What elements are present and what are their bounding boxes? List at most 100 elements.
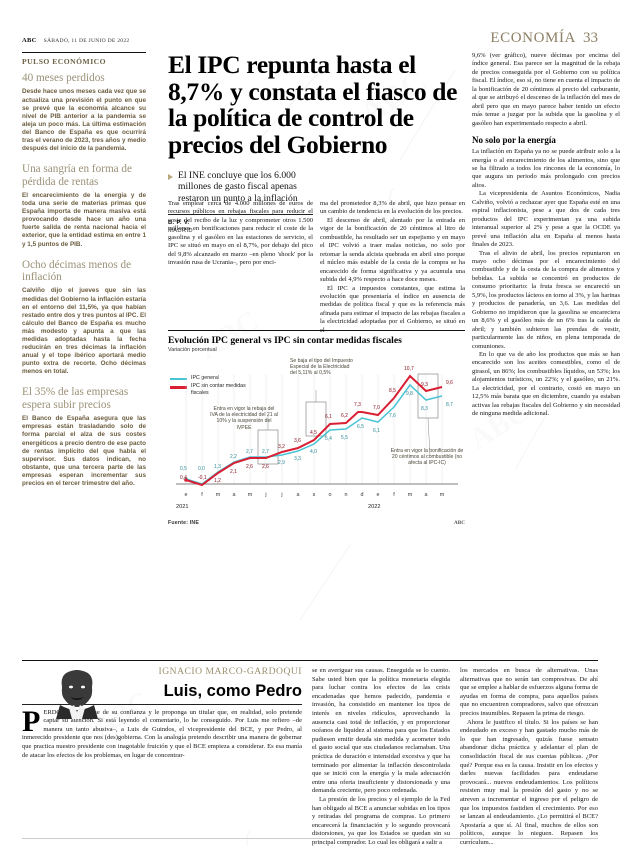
- svg-text:0,5: 0,5: [180, 466, 187, 472]
- chart-annotation-2: Entra en vigor la bonificación de 20 cén…: [390, 448, 464, 467]
- sidebar-pulso-economico: PULSO ECONÓMICO 40 meses perdidos Desde …: [22, 52, 146, 498]
- svg-text:2,2: 2,2: [230, 454, 237, 460]
- svg-text:6,1: 6,1: [325, 414, 332, 420]
- legend-label: IPC sin contar medidas fiscales: [191, 383, 246, 396]
- article-column-a: Tras emplear cerca de 4.000 millones de …: [168, 200, 313, 268]
- svg-text:2,9: 2,9: [278, 460, 285, 466]
- rail-item-text-3: El Banco de España asegura que las empre…: [22, 415, 146, 488]
- svg-text:3,6: 3,6: [294, 438, 301, 444]
- page-number: 33: [583, 30, 598, 46]
- chart-plot: e f m a m j j a s o n d e f m a m: [176, 366, 458, 510]
- opinion-divider: [22, 660, 598, 661]
- svg-text:n: n: [345, 492, 348, 498]
- opinion-columns: IGNACIO MARCO-GARDOQUI Luis, como Pedro …: [22, 661, 598, 847]
- svg-text:8,3: 8,3: [421, 406, 428, 412]
- paragraph: 9,6% (ver gráfico), nueve décimas por en…: [472, 52, 620, 127]
- bullet-triangle-icon: [168, 174, 173, 180]
- legend-item-1: IPC sin contar medidas fiscales: [170, 383, 249, 396]
- rail-item-heading-0: 40 meses perdidos: [22, 72, 105, 84]
- svg-text:6,5: 6,5: [357, 424, 364, 430]
- legend-label: IPC general: [191, 375, 219, 381]
- svg-text:s: s: [313, 492, 316, 498]
- svg-text:f: f: [201, 492, 203, 498]
- brand-logo: ABC: [22, 37, 37, 44]
- subhead-text: El INE concluye que los 6.000 millones d…: [178, 170, 298, 204]
- svg-text:2021: 2021: [176, 504, 188, 510]
- paragraph: La presión de los precios y el ejemplo d…: [312, 795, 450, 846]
- opinion-column-2: se en averiguar sus causas. Enseguida se…: [312, 667, 450, 847]
- chart-title: Evolución IPC general vs IPC sin contar …: [168, 335, 402, 346]
- opinion-columns-right: se en averiguar sus causas. Enseguida se…: [312, 667, 598, 847]
- svg-text:3,3: 3,3: [294, 456, 301, 462]
- article-header: El IPC repunta hasta el 8,7% y constata …: [168, 50, 458, 235]
- byline-author: B. P. V.: [168, 220, 190, 227]
- author-portrait: [56, 670, 98, 719]
- svg-text:1,3: 1,3: [214, 464, 221, 470]
- svg-text:5,4: 5,4: [325, 436, 332, 442]
- article-column-c: 9,6% (ver gráfico), nueve décimas por en…: [472, 52, 620, 419]
- dropcap: P: [22, 704, 41, 738]
- paragraph: La inflación en España ya no se puede at…: [472, 148, 620, 189]
- legend-swatch-line-icon: [170, 386, 187, 389]
- svg-text:7,3: 7,3: [354, 402, 361, 408]
- svg-text:2,1: 2,1: [230, 469, 237, 475]
- svg-text:a: a: [233, 492, 236, 498]
- chart-ipc: Evolución IPC general vs IPC sin contar …: [168, 330, 465, 530]
- svg-text:7,6: 7,6: [389, 413, 396, 419]
- svg-text:m: m: [408, 492, 413, 498]
- masthead-left: ABC SÁBADO, 11 DE JUNIO DE 2022: [22, 37, 129, 44]
- legend-item-0: IPC general: [170, 375, 249, 381]
- svg-text:8,5: 8,5: [389, 388, 396, 394]
- svg-text:0,4: 0,4: [180, 475, 187, 481]
- subsection-heading: No solo por la energía: [472, 135, 556, 146]
- svg-text:0,0: 0,0: [198, 466, 205, 472]
- rail-divider: [22, 52, 146, 53]
- paragraph: los mercados en busca de alternativas. U…: [460, 667, 598, 717]
- svg-text:9,8: 9,8: [406, 391, 413, 397]
- svg-text:9,6: 9,6: [446, 380, 453, 386]
- svg-text:5,5: 5,5: [341, 435, 348, 441]
- svg-text:f: f: [393, 492, 395, 498]
- svg-text:6,1: 6,1: [373, 428, 380, 434]
- rail-kicker: PULSO ECONÓMICO: [22, 57, 107, 66]
- paragraph: El IPC a impuestos constantes, que estim…: [320, 284, 465, 334]
- svg-text:m: m: [248, 492, 253, 498]
- byline-city: MADRID: [168, 228, 193, 235]
- opinion-column-3: los mercados en busca de alternativas. U…: [460, 667, 598, 847]
- paragraph: Tras el alivio de abril, los precios rep…: [472, 249, 620, 350]
- svg-text:4,5: 4,5: [310, 430, 317, 436]
- rail-item-text-2: Calviño dijo el jueves que sin las medid…: [22, 287, 146, 376]
- svg-text:o: o: [329, 492, 332, 498]
- chart-source: Fuente: INE: [168, 520, 200, 526]
- paragraph: ma del prometedor 8,3% de abril, que hiz…: [320, 200, 465, 216]
- page-title: El IPC repunta hasta el 8,7% y constata …: [168, 50, 458, 159]
- svg-text:6,2: 6,2: [341, 413, 348, 419]
- rail-item-text-1: El encarecimiento de la energía y de tod…: [22, 191, 146, 248]
- paragraph: En lo que va de año los productos que má…: [472, 350, 620, 418]
- svg-text:a: a: [425, 492, 428, 498]
- svg-text:2,7: 2,7: [246, 449, 253, 455]
- paragraph: Tras emplear cerca de 4.000 millones de …: [168, 200, 313, 267]
- opinion-author: IGNACIO MARCO-GARDOQUI: [158, 666, 302, 677]
- opinion-body-1: P ERDONE que abuse de su confianza y le …: [22, 704, 302, 761]
- svg-text:2,6: 2,6: [246, 464, 253, 470]
- publication-date: SÁBADO, 11 DE JUNIO DE 2022: [43, 38, 130, 44]
- section-title: ECONOMÍA: [490, 30, 576, 46]
- svg-text:a: a: [297, 492, 300, 498]
- svg-text:7,0: 7,0: [373, 405, 380, 411]
- rail-item-heading-1: Una sangría en forma de pérdida de renta…: [22, 163, 132, 188]
- masthead-right: ECONOMÍA 33: [490, 30, 598, 47]
- article-subhead: El INE concluye que los 6.000 millones d…: [168, 170, 313, 204]
- svg-text:d: d: [361, 492, 364, 498]
- svg-text:2,7: 2,7: [262, 449, 269, 455]
- paragraph: se en averiguar sus causas. Enseguida se…: [312, 667, 450, 795]
- rail-item-heading-2: Ocho décimas menos de inflación: [22, 258, 132, 284]
- chart-annotation-1: Se baja el tipo del Impuesto Especial de…: [290, 358, 353, 377]
- svg-text:3,2: 3,2: [278, 444, 285, 450]
- chart-subtitle: Variación porcentual: [168, 347, 217, 353]
- chart-top-divider: [168, 330, 465, 331]
- legend-swatch-line-icon: [170, 378, 187, 380]
- svg-text:10,7: 10,7: [404, 366, 414, 372]
- masthead: ABC SÁBADO, 11 DE JUNIO DE 2022 ECONOMÍA…: [22, 30, 598, 47]
